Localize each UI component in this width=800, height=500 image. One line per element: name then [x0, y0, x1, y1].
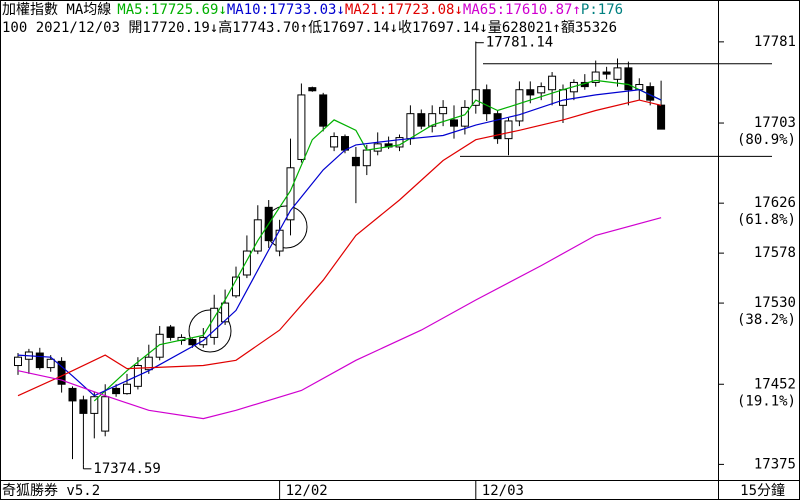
candle-body [406, 113, 415, 140]
legend-entry: P:176 [581, 2, 623, 18]
candle-body [35, 352, 44, 369]
y-tick-label: 17452 [754, 376, 796, 392]
ma-line [17, 217, 662, 420]
candle-body [297, 94, 306, 160]
candle-body [460, 106, 469, 127]
candle-body [624, 67, 633, 91]
candle-body [144, 356, 153, 371]
candle-body [166, 326, 175, 338]
y-tick-label: 17530 [754, 295, 796, 311]
candle-body [275, 229, 284, 252]
legend-entry: MA10:17733.03↓ [227, 2, 345, 18]
legend-entry: MA21:17723.08↓ [345, 2, 463, 18]
y-tick-label: 17781 [754, 34, 796, 50]
candle-body [242, 250, 251, 276]
candle-body [526, 89, 535, 96]
candle-body [504, 120, 513, 140]
candle-body [341, 136, 349, 151]
ma-line [17, 89, 662, 397]
candle-body [155, 333, 164, 358]
candle-body [253, 219, 262, 252]
y-tick-label: 17703 [754, 115, 796, 131]
info-line: 100 2021/12/03 開17720.19↓高17743.70↑低1769… [2, 19, 617, 36]
fib-label: (80.9%) [737, 132, 796, 148]
candle-body [188, 339, 197, 346]
x-tick-label: 12/03 [482, 483, 524, 499]
period: 15分鐘 [740, 482, 785, 499]
candle-body [57, 360, 66, 385]
candle-body [417, 113, 426, 127]
legend-entry: MA65:17610.87↑ [463, 2, 581, 18]
candle-body [428, 113, 437, 127]
candle-body [101, 396, 110, 432]
candle-body [330, 136, 339, 148]
candle-body [351, 156, 360, 167]
candle-body [450, 119, 458, 127]
header-legend: 加權指數 MA均線 MA5:17725.69↓MA10:17733.03↓MA21… [2, 2, 623, 18]
candle-body [515, 89, 524, 122]
fib-label: (61.8%) [737, 212, 796, 228]
candle-body [319, 94, 328, 127]
candle-body [112, 387, 121, 395]
plot [14, 41, 666, 465]
candle-body [439, 106, 448, 115]
candle-body [286, 167, 295, 221]
candle-body [79, 399, 88, 414]
fib-label: (19.1%) [737, 393, 796, 409]
candle-body [591, 71, 600, 83]
annotation-label: 17374.59 [93, 461, 160, 477]
candle-body [559, 89, 567, 106]
y-tick-label: 17375 [754, 456, 796, 472]
x-tick-label: 12/02 [286, 483, 328, 499]
brand: 奇狐勝券 v5.2 [2, 482, 100, 499]
candle-body [602, 71, 611, 75]
y-tick-label: 17626 [754, 195, 796, 211]
candle-body [482, 89, 491, 115]
fib-label: (38.2%) [737, 312, 796, 328]
candle-body [221, 302, 230, 323]
candle-body [90, 396, 99, 414]
annotation-label: 17781.14 [486, 35, 553, 51]
candle-body [362, 149, 371, 167]
candle-body [548, 75, 557, 91]
legend-entry: MA5:17725.69↓ [117, 2, 227, 18]
y-tick-label: 17578 [754, 245, 796, 261]
candle-body [657, 104, 666, 130]
candle-body [123, 383, 131, 395]
candle-body [537, 86, 546, 94]
candle-body [493, 113, 502, 140]
candle-body [46, 358, 55, 369]
candle-body [68, 387, 77, 402]
candle-body [14, 356, 22, 367]
chart-title: 加權指數 MA均線 [2, 2, 111, 18]
highlight-circle [188, 309, 232, 353]
ma-line [17, 99, 662, 397]
ma-line [93, 79, 662, 402]
candle-body [613, 67, 622, 80]
candle-body [308, 87, 317, 92]
candle-body [471, 89, 480, 106]
